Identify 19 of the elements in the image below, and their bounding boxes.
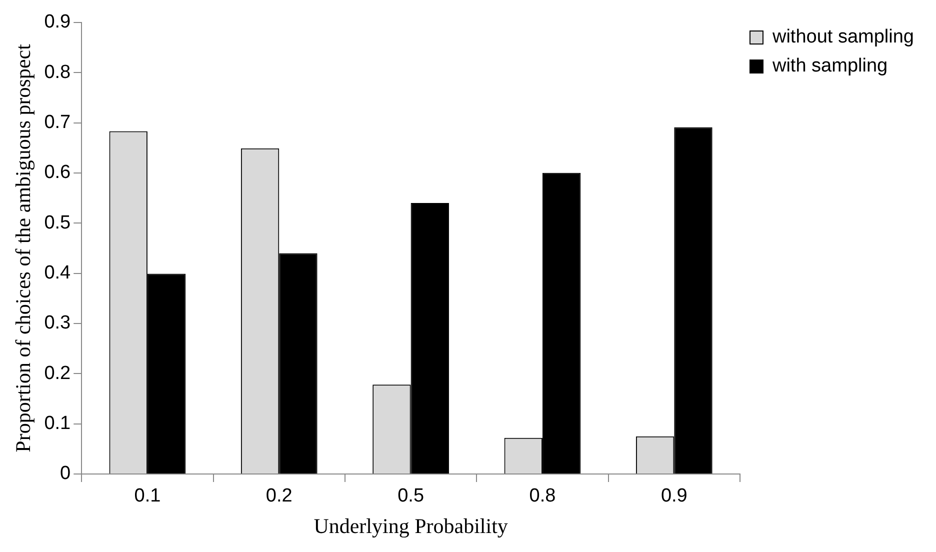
y-tick-label: 0.8 [44, 62, 71, 83]
y-tick-label: 0.5 [44, 212, 71, 234]
y-tick-label: 0.6 [44, 162, 71, 184]
x-tick-label: 0.2 [266, 486, 292, 507]
x-tick-label: 0.8 [529, 486, 556, 507]
y-tick-label: 0.7 [44, 112, 71, 133]
y-tick-label: 0.9 [44, 12, 71, 33]
x-tick-label: 0.5 [398, 486, 424, 507]
legend-label: without sampling [771, 26, 914, 48]
y-tick-label: 0.1 [44, 413, 71, 434]
legend-label: with sampling [771, 56, 888, 77]
x-tick-label: 0.9 [660, 486, 688, 507]
x-tick-label: 0.1 [134, 486, 161, 507]
x-axis-title: Underlying Probability [314, 514, 508, 538]
y-axis-title: Proportion of choices of the ambiguous prospect [11, 44, 36, 452]
y-tick-label: 0.3 [44, 312, 71, 334]
y-tick-label: 0.4 [44, 262, 72, 284]
y-tick-label: 0.2 [44, 362, 71, 384]
y-tick-label: 0 [60, 463, 71, 484]
